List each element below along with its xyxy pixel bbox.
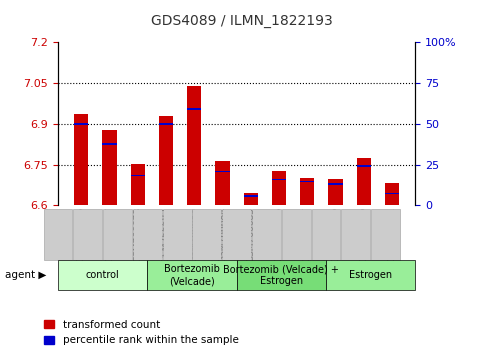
Bar [159,123,173,125]
Bar [300,181,314,182]
Bar [102,130,116,205]
Text: control: control [86,270,119,280]
Bar [131,175,145,176]
Text: Bortezomib
(Velcade): Bortezomib (Velcade) [164,264,220,286]
Bar [357,158,371,205]
Bar [215,171,229,172]
Bar [272,171,286,205]
Legend: transformed count, percentile rank within the sample: transformed count, percentile rank withi… [44,320,239,345]
Bar [159,116,173,205]
Bar [328,179,342,205]
Bar [102,143,116,145]
Text: Estrogen: Estrogen [349,270,392,280]
Bar [244,195,258,196]
Bar [328,183,342,185]
Text: agent ▶: agent ▶ [5,270,46,280]
Text: GDS4089 / ILMN_1822193: GDS4089 / ILMN_1822193 [151,14,332,28]
Bar [187,86,201,205]
Bar [74,123,88,125]
Bar [357,165,371,167]
Bar [215,161,229,205]
Bar [74,114,88,205]
Bar [244,193,258,205]
Bar [187,108,201,110]
Bar [300,178,314,205]
Bar [385,193,399,194]
Bar [272,179,286,180]
Bar [131,164,145,205]
Bar [385,183,399,205]
Text: Bortezomib (Velcade) +
Estrogen: Bortezomib (Velcade) + Estrogen [224,264,339,286]
